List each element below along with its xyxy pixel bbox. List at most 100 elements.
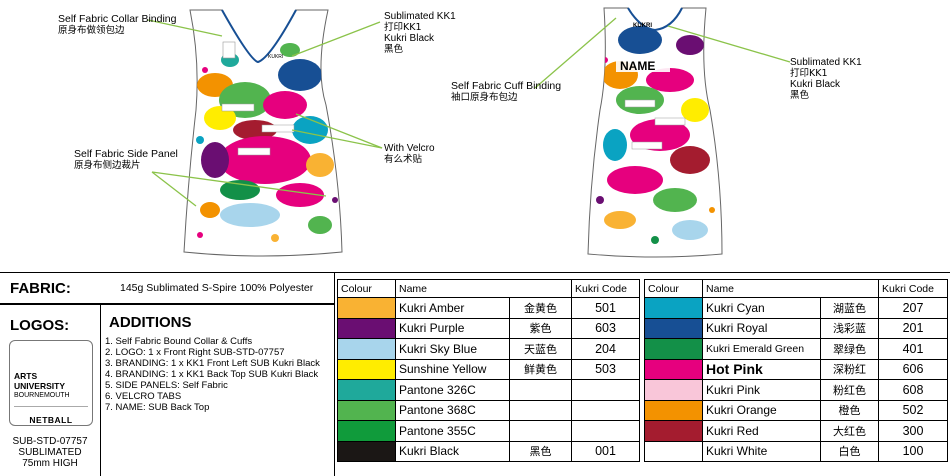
colour-name-cn: 天蓝色: [508, 338, 573, 360]
colour-swatch-cell: [337, 399, 396, 421]
kukri-code: 201: [878, 317, 949, 339]
kukri-code: 608: [878, 379, 949, 401]
colour-name: Kukri Sky Blue: [395, 338, 510, 360]
colour-name: Kukri Black: [395, 440, 510, 462]
callout-collar-binding: Self Fabric Collar Binding 原身布做领包边: [58, 13, 177, 37]
colour-name-cn: [508, 399, 573, 421]
colour-swatch-cell: [337, 379, 396, 401]
table-row: Hot Pink 深粉红 606: [644, 358, 949, 380]
colour-swatch: [338, 421, 395, 441]
logo-preview: ARTS UNIVERSITY BOURNEMOUTH NETBALL: [9, 340, 93, 426]
colour-name-cn: 白色: [819, 440, 880, 462]
logos-label: LOGOS:: [10, 317, 70, 334]
table-row: Kukri White 白色 100: [644, 440, 949, 462]
callout-kk1-front: Sublimated KK1 打印KK1 Kukri Black 黑色: [384, 11, 456, 55]
garment-illustrations: KUKRI: [147, 7, 791, 258]
colour-swatch-cell: [644, 440, 703, 462]
kukri-code: [571, 420, 641, 442]
logo-divider: [14, 406, 88, 407]
colour-name: Hot Pink: [702, 358, 821, 380]
callout-velcro: With Velcro 有么术贴: [384, 143, 435, 165]
garment-design-area: KUKRI: [58, 7, 862, 258]
back-splatter-print: [596, 26, 715, 244]
list-item: 5. SIDE PANELS: Self Fabric: [105, 380, 228, 391]
colour-name-cn: 粉红色: [819, 379, 880, 401]
colour-swatch: [645, 318, 702, 338]
colour-swatch: [338, 400, 395, 420]
colour-table-right: Colour Name Kukri Code Kukri Cyan 湖蓝色 207 K…: [644, 279, 949, 462]
fabric-row: FABRIC: 145g Sublimated S-Spire 100% Pol…: [0, 273, 335, 304]
colour-swatch: [645, 359, 702, 379]
colour-name: Kukri Cyan: [702, 297, 821, 319]
colour-swatch: [338, 298, 395, 318]
kukri-code: 502: [878, 399, 949, 421]
colour-name-cn: 湖蓝色: [819, 297, 880, 319]
svg-text:KUKRI: KUKRI: [268, 54, 283, 60]
colour-name-cn: 浅彩蓝: [819, 317, 880, 339]
kukri-code: 501: [571, 297, 641, 319]
colour-swatch: [645, 339, 702, 359]
table-row: Kukri Pink 粉红色 608: [644, 379, 949, 401]
table-row: Pantone 368C: [337, 399, 641, 421]
kukri-code: 001: [571, 440, 641, 462]
table-row: Kukri Orange 橙色 502: [644, 399, 949, 421]
colour-swatch-cell: [644, 420, 703, 442]
colour-swatch: [338, 359, 395, 379]
table-row: Sunshine Yellow 鲜黄色 503: [337, 358, 641, 380]
kukri-code: 100: [878, 440, 949, 462]
kukri-code: 207: [878, 297, 949, 319]
list-item: 7. NAME: SUB Back Top: [105, 402, 210, 413]
header-colour: Colour: [644, 279, 703, 298]
header-name: Name: [701, 279, 880, 298]
front-dress: KUKRI: [183, 9, 343, 257]
colour-swatch: [645, 400, 702, 420]
list-item: 1. Self Fabric Bound Collar & Cuffs: [105, 336, 253, 347]
header-name: Name: [394, 279, 573, 298]
kukri-code: [571, 399, 641, 421]
back-brand-mark: KUKRI: [633, 23, 652, 29]
kukri-code: 401: [878, 338, 949, 360]
colour-swatch: [338, 380, 395, 400]
table-row: Pantone 355C: [337, 420, 641, 442]
table-row: Kukri Emerald Green 翠绿色 401: [644, 338, 949, 360]
colour-name: Kukri Royal: [702, 317, 821, 339]
colour-name-cn: 深粉红: [819, 358, 880, 380]
kukri-code: 300: [878, 420, 949, 442]
colour-name-cn: 大红色: [819, 420, 880, 442]
colour-swatch: [338, 339, 395, 359]
colour-swatch-cell: [644, 358, 703, 380]
callout-kk1-back: Sublimated KK1 打印KK1 Kukri Black 黑色: [790, 57, 862, 101]
additions-panel: ADDITIONS 1. Self Fabric Bound Collar & …: [101, 304, 335, 476]
logo-subtext: BOURNEMOUTH: [14, 392, 70, 399]
list-item: 6. VELCRO TABS: [105, 391, 182, 402]
colour-name: Pantone 326C: [395, 379, 510, 401]
kukri-code: 204: [571, 338, 641, 360]
colour-swatch-cell: [337, 297, 396, 319]
table-row: Kukri Amber 金黄色 501: [337, 297, 641, 319]
table-row: Kukri Red 大红色 300: [644, 420, 949, 442]
callout-cuff-binding: Self Fabric Cuff Binding 袖口原身布包边: [451, 80, 562, 104]
colour-swatch: [645, 421, 702, 441]
list-item: 4. BRANDING: 1 x KK1 Back Top SUB Kukri …: [105, 369, 319, 380]
logo-text: ARTS UNIVERSITY: [14, 371, 66, 391]
colour-swatch-cell: [337, 338, 396, 360]
spec-sheet: FABRIC: 145g Sublimated S-Spire 100% Pol…: [0, 272, 950, 476]
kukri-code: 603: [571, 317, 641, 339]
colour-swatch-cell: [644, 317, 703, 339]
header-colour: Colour: [337, 279, 396, 298]
colour-name: Kukri Pink: [702, 379, 821, 401]
colour-swatch-cell: [337, 440, 396, 462]
back-name-print: NAME: [620, 59, 655, 73]
logo-caption: SUB-STD-07757 SUBLIMATED 75mm HIGH: [12, 436, 88, 469]
colour-swatch: [338, 318, 395, 338]
table-row: Kukri Sky Blue 天蓝色 204: [337, 338, 641, 360]
colour-name-cn: [508, 379, 573, 401]
colour-name: Pantone 355C: [395, 420, 510, 442]
front-logo-badge: [222, 41, 236, 59]
colour-name: Kukri Orange: [702, 399, 821, 421]
colour-name-cn: 紫色: [508, 317, 573, 339]
table-row: Kukri Purple 紫色 603: [337, 317, 641, 339]
colour-swatch-cell: [644, 379, 703, 401]
colour-name-cn: 黑色: [508, 440, 573, 462]
kukri-code: 503: [571, 358, 641, 380]
